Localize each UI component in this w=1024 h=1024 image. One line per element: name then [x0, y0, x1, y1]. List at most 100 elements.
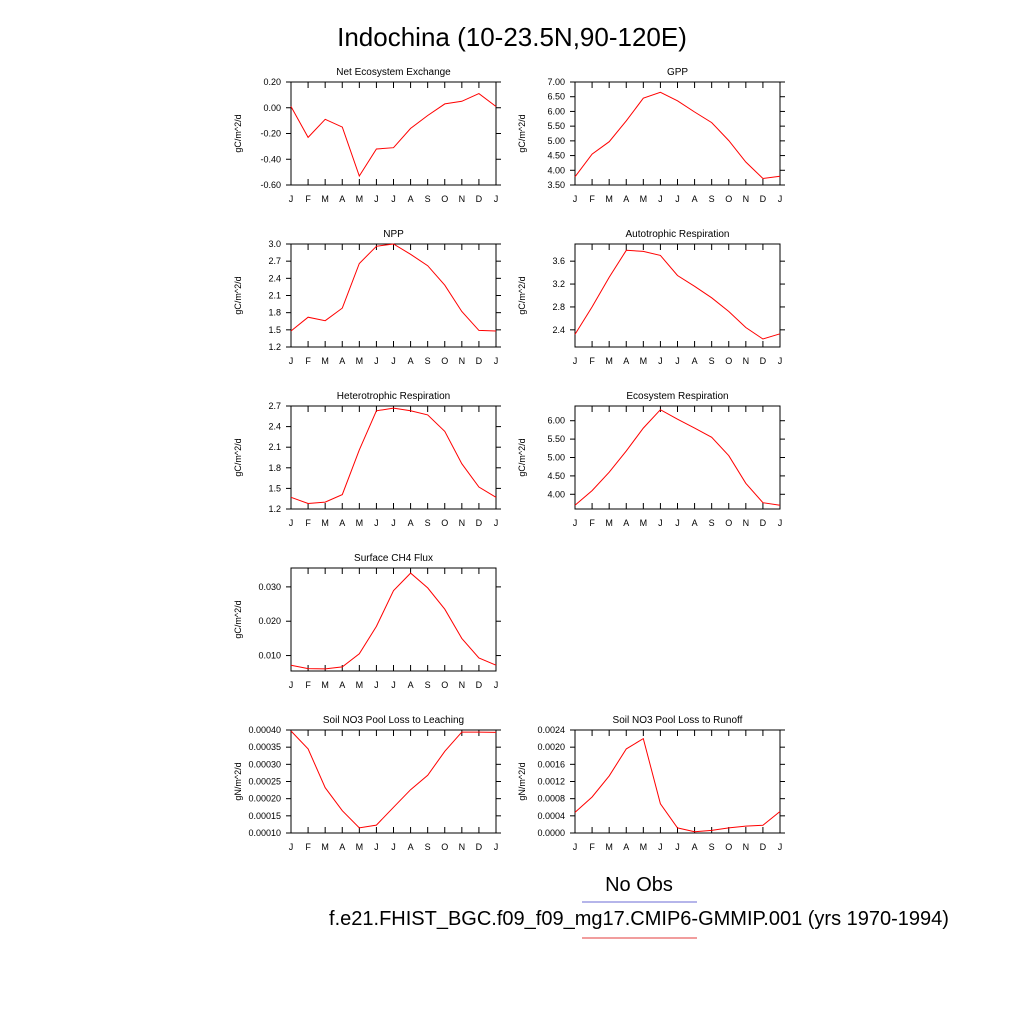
y-tick-label: 5.00 — [547, 453, 565, 463]
x-tick-label: J — [289, 194, 294, 204]
x-tick-label: N — [743, 518, 750, 528]
x-tick-label: O — [725, 194, 732, 204]
x-tick-label: S — [709, 194, 715, 204]
x-tick-label: J — [374, 518, 379, 528]
x-tick-label: J — [675, 842, 680, 852]
x-tick-label: A — [339, 680, 345, 690]
x-tick-label: D — [476, 518, 483, 528]
plot-frame — [290, 729, 497, 834]
y-axis-label: gC/m^2/d — [517, 114, 527, 152]
plot-frame — [290, 567, 497, 672]
y-tick-label: -0.20 — [260, 129, 281, 139]
x-tick-label: J — [289, 518, 294, 528]
series-line — [574, 737, 781, 833]
legend-entry-obs: No Obs — [605, 874, 673, 896]
y-tick-label: 0.0004 — [537, 811, 565, 821]
chart-panel: Soil NO3 Pool Loss to Leaching gN/m^2/d J F… — [233, 715, 501, 852]
panel-title: Autotrophic Respiration — [626, 229, 730, 240]
panel-title: Ecosystem Respiration — [626, 391, 728, 402]
plot-frame — [574, 405, 781, 510]
series-line — [290, 572, 497, 670]
x-tick-label: A — [692, 842, 698, 852]
x-tick-label: J — [658, 356, 663, 366]
x-tick-label: D — [476, 194, 483, 204]
x-tick-label: F — [305, 842, 311, 852]
y-tick-label: 0.0000 — [537, 828, 565, 838]
series-line — [290, 93, 497, 178]
y-axis-label: gC/m^2/d — [233, 600, 243, 638]
x-tick-label: M — [640, 842, 648, 852]
x-tick-label: A — [408, 194, 414, 204]
x-tick-label: A — [692, 356, 698, 366]
series-line — [574, 409, 781, 506]
y-tick-label: 5.50 — [547, 434, 565, 444]
x-tick-label: N — [459, 518, 466, 528]
y-tick-label: 1.8 — [268, 463, 281, 473]
y-tick-label: 0.020 — [258, 616, 281, 626]
x-tick-label: J — [573, 842, 578, 852]
x-tick-label: D — [760, 842, 767, 852]
x-tick-label: M — [605, 194, 613, 204]
y-tick-label: 6.50 — [547, 92, 565, 102]
x-tick-label: A — [408, 842, 414, 852]
x-tick-label: O — [725, 356, 732, 366]
series-line — [290, 730, 497, 829]
x-tick-label: J — [289, 842, 294, 852]
x-tick-label: N — [459, 194, 466, 204]
y-axis-label: gC/m^2/d — [233, 114, 243, 152]
y-tick-label: 0.010 — [258, 651, 281, 661]
y-tick-label: 1.2 — [268, 342, 281, 352]
x-tick-label: J — [778, 842, 783, 852]
x-tick-label: M — [605, 518, 613, 528]
y-tick-label: 0.0020 — [537, 742, 565, 752]
x-tick-label: A — [623, 194, 629, 204]
x-tick-label: F — [589, 356, 595, 366]
y-tick-label: 4.50 — [547, 471, 565, 481]
plot-frame — [290, 405, 497, 510]
x-tick-label: J — [391, 518, 396, 528]
y-tick-label: 2.1 — [268, 291, 281, 301]
panel-title: Net Ecosystem Exchange — [336, 67, 451, 78]
x-tick-label: J — [374, 680, 379, 690]
plot-frame — [290, 243, 497, 348]
panel-title: Soil NO3 Pool Loss to Runoff — [613, 715, 743, 726]
x-tick-label: J — [289, 356, 294, 366]
x-tick-label: M — [356, 356, 364, 366]
y-tick-label: -0.40 — [260, 154, 281, 164]
series-line — [290, 243, 497, 332]
x-tick-label: M — [640, 194, 648, 204]
x-tick-label: J — [658, 842, 663, 852]
x-tick-label: F — [589, 518, 595, 528]
panel-title: Soil NO3 Pool Loss to Leaching — [323, 715, 464, 726]
x-tick-label: F — [305, 680, 311, 690]
x-tick-label: J — [391, 842, 396, 852]
x-tick-label: J — [778, 356, 783, 366]
x-tick-label: M — [356, 842, 364, 852]
plot-frame — [290, 81, 497, 186]
x-tick-label: J — [494, 518, 499, 528]
y-tick-label: 0.00020 — [248, 794, 281, 804]
y-axis-label: gC/m^2/d — [233, 276, 243, 314]
x-tick-label: S — [709, 842, 715, 852]
x-tick-label: N — [743, 194, 750, 204]
x-tick-label: A — [408, 356, 414, 366]
y-tick-label: 0.00025 — [248, 777, 281, 787]
x-tick-label: D — [476, 356, 483, 366]
y-tick-label: 2.4 — [552, 325, 565, 335]
y-axis-label: gC/m^2/d — [517, 276, 527, 314]
x-tick-label: M — [640, 356, 648, 366]
figure-title: Indochina (10-23.5N,90-120E) — [337, 22, 687, 52]
y-tick-label: 6.00 — [547, 416, 565, 426]
panel-title: Heterotrophic Respiration — [337, 391, 450, 402]
y-tick-label: 2.1 — [268, 442, 281, 452]
x-tick-label: J — [494, 680, 499, 690]
x-tick-label: F — [589, 194, 595, 204]
panel-title: GPP — [667, 67, 688, 78]
x-tick-label: O — [725, 842, 732, 852]
x-tick-label: J — [573, 518, 578, 528]
